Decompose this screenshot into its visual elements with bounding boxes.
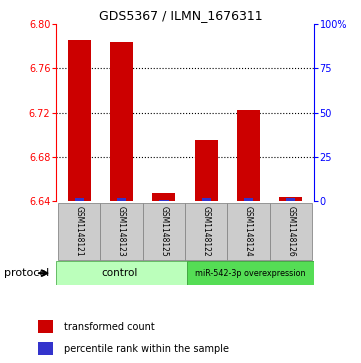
FancyBboxPatch shape [187, 261, 314, 285]
Bar [159, 200, 169, 201]
Bar [195, 140, 218, 201]
Bar [279, 197, 303, 201]
FancyBboxPatch shape [185, 203, 227, 260]
Text: GSM1148125: GSM1148125 [159, 206, 168, 257]
Bar [237, 110, 260, 201]
Bar [117, 197, 126, 201]
Text: GSM1148123: GSM1148123 [117, 206, 126, 257]
Bar [68, 40, 91, 201]
Bar [75, 197, 84, 201]
FancyBboxPatch shape [270, 203, 312, 260]
FancyBboxPatch shape [143, 203, 185, 260]
Text: miR-542-3p overexpression: miR-542-3p overexpression [195, 269, 306, 278]
Bar [201, 197, 211, 201]
Bar [244, 198, 253, 201]
FancyBboxPatch shape [58, 203, 100, 260]
Text: GDS5367 / ILMN_1676311: GDS5367 / ILMN_1676311 [99, 9, 262, 22]
Text: transformed count: transformed count [64, 322, 155, 332]
Text: percentile rank within the sample: percentile rank within the sample [64, 343, 229, 354]
Text: control: control [101, 268, 138, 278]
FancyBboxPatch shape [100, 203, 143, 260]
Text: GSM1148124: GSM1148124 [244, 206, 253, 257]
Bar [286, 198, 295, 201]
Text: protocol: protocol [4, 268, 49, 278]
Bar [152, 193, 175, 201]
Bar [38, 342, 53, 355]
FancyBboxPatch shape [56, 261, 187, 285]
Text: GSM1148126: GSM1148126 [286, 206, 295, 257]
Text: GSM1148122: GSM1148122 [202, 206, 211, 257]
Text: GSM1148121: GSM1148121 [75, 206, 84, 257]
Bar [38, 320, 53, 334]
FancyBboxPatch shape [227, 203, 270, 260]
Bar [110, 42, 133, 201]
